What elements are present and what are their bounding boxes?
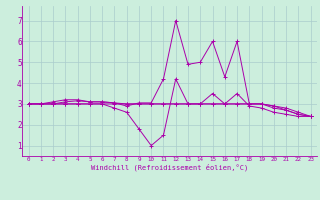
X-axis label: Windchill (Refroidissement éolien,°C): Windchill (Refroidissement éolien,°C) [91,163,248,171]
